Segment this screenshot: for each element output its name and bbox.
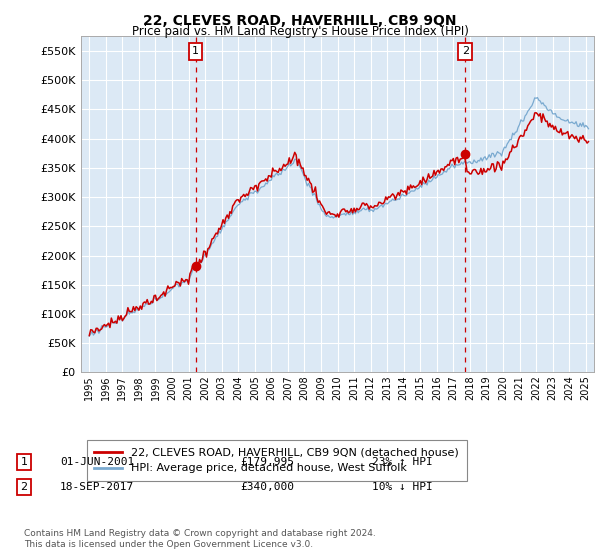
Text: £340,000: £340,000 xyxy=(240,482,294,492)
Text: 22, CLEVES ROAD, HAVERHILL, CB9 9QN: 22, CLEVES ROAD, HAVERHILL, CB9 9QN xyxy=(143,14,457,28)
Text: 1: 1 xyxy=(20,457,28,467)
Text: 1: 1 xyxy=(192,46,199,57)
Text: 01-JUN-2001: 01-JUN-2001 xyxy=(60,457,134,467)
Legend: 22, CLEVES ROAD, HAVERHILL, CB9 9QN (detached house), HPI: Average price, detach: 22, CLEVES ROAD, HAVERHILL, CB9 9QN (det… xyxy=(86,440,467,481)
Text: 2: 2 xyxy=(20,482,28,492)
Text: £179,995: £179,995 xyxy=(240,457,294,467)
Text: Contains HM Land Registry data © Crown copyright and database right 2024.
This d: Contains HM Land Registry data © Crown c… xyxy=(24,529,376,549)
Text: 18-SEP-2017: 18-SEP-2017 xyxy=(60,482,134,492)
Text: 2: 2 xyxy=(461,46,469,57)
Text: 23% ↑ HPI: 23% ↑ HPI xyxy=(372,457,433,467)
Text: 10% ↓ HPI: 10% ↓ HPI xyxy=(372,482,433,492)
Text: Price paid vs. HM Land Registry's House Price Index (HPI): Price paid vs. HM Land Registry's House … xyxy=(131,25,469,38)
